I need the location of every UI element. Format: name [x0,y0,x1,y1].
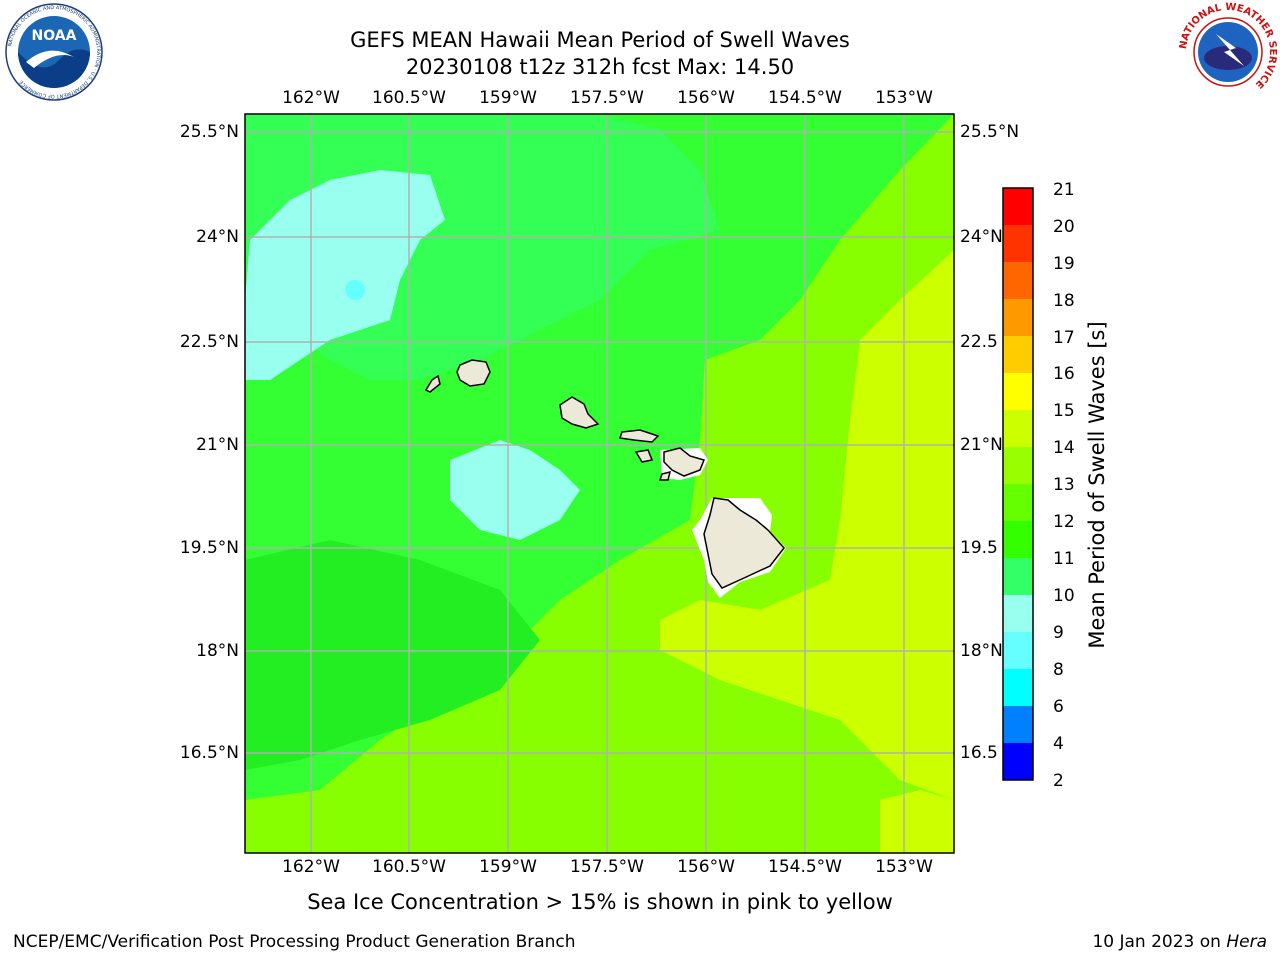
lon-label-bottom: 157.5°W [570,857,644,877]
chart-title-line2: 20230108 t12z 312h fcst Max: 14.50 [405,55,795,79]
lat-label-left: 21°N [196,435,239,455]
colorbar-tick: 17 [1053,328,1075,348]
lat-label-left: 24°N [196,227,239,247]
island-hawaii [703,497,785,589]
colorbar-tick: 13 [1053,475,1075,495]
lon-label-top: 162°W [282,88,340,108]
contour-9s-dot [345,280,365,300]
graticule [245,114,954,853]
island-maui [663,447,706,477]
lat-label-left: 19.5°N [179,538,239,558]
sea-ice-note: Sea Ice Concentration > 15% is shown in … [307,890,893,914]
lat-label-right: 19.5 [960,538,998,558]
lat-label-left: 22.5°N [179,332,239,352]
island-oahu [559,396,600,429]
lon-label-top: 153°W [875,88,933,108]
footer-credit: NCEP/EMC/Verification Post Processing Pr… [13,932,576,952]
colorbar-tick: 19 [1053,254,1075,274]
lon-label-bottom: 162°W [282,857,340,877]
lon-label-top: 159°W [479,88,537,108]
colorbar-tick: 21 [1053,180,1075,200]
lat-label-left: 25.5°N [179,122,239,142]
island-molokai [619,429,660,443]
colorbar-tick: 2 [1053,771,1064,791]
lat-label-right: 16.5 [960,743,998,763]
colorbar-label: Mean Period of Swell Waves [s] [1085,321,1109,649]
colorbar-tick: 4 [1053,734,1064,754]
island-niihau [424,374,441,393]
islands [424,359,786,598]
lon-label-bottom: 160.5°W [372,857,446,877]
contour-10s-center [450,440,580,540]
island-kauai [456,359,491,387]
colorbar-tick: 20 [1053,217,1075,237]
footer-host: Hera [1226,932,1267,952]
footer-date-text: 10 Jan 2023 on [1092,932,1227,952]
lat-label-right: 18°N [960,641,1003,661]
contour-11s-south [245,540,540,770]
colorbar-tick: 12 [1053,512,1075,532]
lon-label-bottom: 153°W [875,857,933,877]
colorbar-tick: 14 [1053,438,1075,458]
island-lanai [634,449,654,463]
contour-10s-west [245,170,445,380]
chart-title-line1: GEFS MEAN Hawaii Mean Period of Swell Wa… [350,28,850,52]
lon-label-bottom: 156°W [677,857,735,877]
swell-period-field [245,114,954,853]
lon-label-top: 154.5°W [768,88,842,108]
island-kahoolawe [658,470,672,481]
lat-label-right: 21°N [960,435,1003,455]
colorbar-tick: 6 [1053,697,1064,717]
colorbar-tick: 10 [1053,586,1075,606]
footer-date: 10 Jan 2023 on Hera [1092,932,1267,952]
colorbar [1002,187,1034,781]
contour-14s-east [660,250,954,800]
colorbar-tick: 16 [1053,364,1075,384]
lat-label-right: 24°N [960,227,1003,247]
lat-label-left: 18°N [196,641,239,661]
colorbar-tick: 11 [1053,549,1075,569]
lat-label-right: 22.5 [960,332,998,352]
lon-label-bottom: 159°W [479,857,537,877]
lon-label-top: 156°W [677,88,735,108]
contour-14s-patch [880,790,954,853]
nws-logo: NATIONAL WEATHER SERVICE [1178,2,1278,100]
lon-label-bottom: 154.5°W [768,857,842,877]
colorbar-tick: 18 [1053,291,1075,311]
colorbar-tick: 9 [1053,623,1064,643]
lon-label-top: 160.5°W [372,88,446,108]
colorbar-tick: 8 [1053,660,1064,680]
map-frame [244,113,955,854]
noaa-logo: NOAA NATIONAL OCEANIC AND ATMOSPHERIC AD… [5,3,103,101]
lon-label-top: 157.5°W [570,88,644,108]
colorbar-tick: 15 [1053,401,1075,421]
noaa-logo-text: NOAA [32,28,77,44]
lat-label-right: 25.5°N [960,122,1020,142]
lat-label-left: 16.5°N [179,743,239,763]
